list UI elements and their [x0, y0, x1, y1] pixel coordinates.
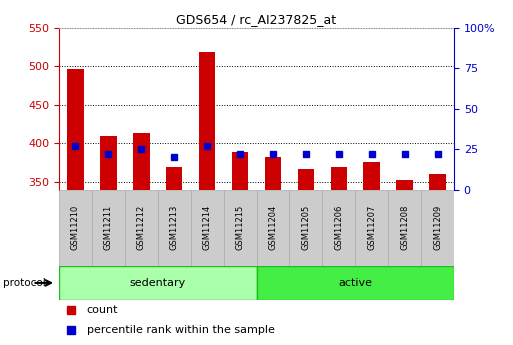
- Text: count: count: [87, 305, 118, 315]
- Bar: [224, 190, 256, 266]
- Bar: [232, 152, 248, 190]
- Bar: [133, 132, 149, 190]
- Bar: [330, 167, 347, 190]
- Bar: [298, 169, 314, 190]
- Bar: [421, 190, 454, 266]
- Text: GSM11213: GSM11213: [170, 205, 179, 250]
- Bar: [199, 51, 215, 190]
- Text: GSM11214: GSM11214: [203, 205, 212, 250]
- Text: GSM11209: GSM11209: [433, 205, 442, 250]
- Bar: [429, 174, 446, 190]
- Text: GSM11204: GSM11204: [268, 205, 278, 250]
- Bar: [125, 190, 158, 266]
- Title: GDS654 / rc_AI237825_at: GDS654 / rc_AI237825_at: [176, 13, 337, 27]
- Bar: [388, 190, 421, 266]
- Bar: [265, 157, 281, 190]
- Text: sedentary: sedentary: [130, 278, 186, 288]
- Bar: [67, 69, 84, 190]
- Text: GSM11212: GSM11212: [137, 205, 146, 250]
- Bar: [191, 190, 224, 266]
- Text: GSM11207: GSM11207: [367, 205, 376, 250]
- Bar: [355, 190, 388, 266]
- Bar: [166, 167, 183, 190]
- Bar: [59, 266, 256, 300]
- Text: active: active: [338, 278, 372, 288]
- Text: GSM11205: GSM11205: [301, 205, 310, 250]
- Bar: [322, 190, 355, 266]
- Text: protocol: protocol: [3, 278, 45, 288]
- Bar: [158, 190, 191, 266]
- Bar: [364, 162, 380, 190]
- Text: GSM11215: GSM11215: [235, 205, 245, 250]
- Bar: [397, 180, 413, 190]
- Bar: [256, 190, 289, 266]
- Text: GSM11211: GSM11211: [104, 205, 113, 250]
- Bar: [256, 266, 454, 300]
- Text: GSM11210: GSM11210: [71, 205, 80, 250]
- Bar: [100, 137, 116, 190]
- Bar: [59, 190, 92, 266]
- Text: GSM11208: GSM11208: [400, 205, 409, 250]
- Text: GSM11206: GSM11206: [334, 205, 343, 250]
- Bar: [92, 190, 125, 266]
- Text: percentile rank within the sample: percentile rank within the sample: [87, 325, 274, 335]
- Bar: [289, 190, 322, 266]
